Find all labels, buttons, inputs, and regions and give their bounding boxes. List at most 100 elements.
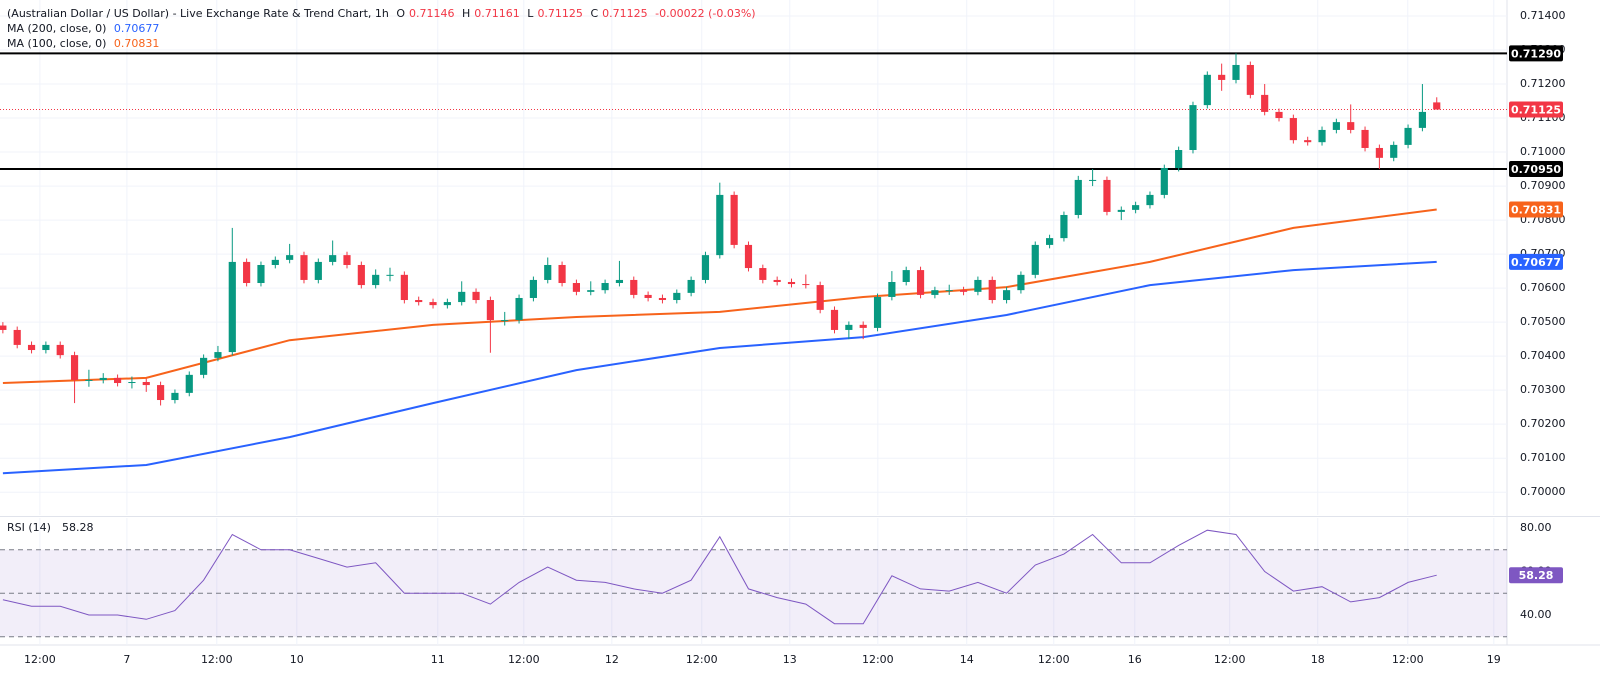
ohlc-prefix: L xyxy=(527,7,534,20)
candle-body xyxy=(687,279,695,293)
candle-body xyxy=(329,255,337,262)
y-tick-label: 0.70400 xyxy=(1520,349,1566,362)
change: -0.00022 (-0.03%) xyxy=(655,7,756,20)
candle-body xyxy=(916,270,925,295)
rsi-name: RSI (14) xyxy=(7,521,51,534)
candle-body xyxy=(13,329,21,345)
candle-body xyxy=(286,255,294,260)
y-tick-label: 0.70500 xyxy=(1520,315,1566,328)
candle-body xyxy=(415,300,423,303)
candle-body xyxy=(988,279,996,301)
candle-body xyxy=(142,381,150,386)
price-box xyxy=(1509,201,1563,218)
candle-body xyxy=(1261,94,1269,112)
candle-body xyxy=(1103,179,1111,212)
candle-body xyxy=(716,194,724,256)
candle-body xyxy=(902,270,910,282)
ma-line xyxy=(2,260,1437,475)
candle-body xyxy=(85,379,93,381)
candle-body xyxy=(1390,144,1398,158)
candle-body xyxy=(257,264,265,284)
candle-body xyxy=(1074,179,1082,215)
candle-body xyxy=(99,377,107,380)
x-tick-label: 12:00 xyxy=(24,653,56,666)
candle-body xyxy=(515,297,523,321)
y-tick-label: 0.71400 xyxy=(1520,9,1566,22)
y-tick-label: 0.70300 xyxy=(1520,383,1566,396)
price-box-label: 0.70950 xyxy=(1511,163,1561,176)
candle-body xyxy=(171,392,179,401)
y-tick-label: 80.00 xyxy=(1520,521,1552,534)
price-box xyxy=(1509,101,1563,118)
price-box-label: 58.28 xyxy=(1519,569,1554,582)
price-box-label: 0.71125 xyxy=(1511,104,1561,117)
x-tick-label: 16 xyxy=(1128,653,1142,666)
candle-body xyxy=(113,377,122,384)
candle-body xyxy=(744,244,753,269)
candle-body xyxy=(558,264,566,284)
candle-body xyxy=(615,279,624,284)
candle-body xyxy=(1031,244,1039,275)
candle-body xyxy=(802,284,810,286)
candle-body xyxy=(486,300,494,321)
candle-body xyxy=(974,279,982,292)
rsi-line xyxy=(2,529,1437,625)
candle-body xyxy=(1002,290,1011,301)
candle-body xyxy=(701,255,710,280)
candle-body xyxy=(1046,238,1054,245)
candle-body xyxy=(357,264,365,286)
candle-body xyxy=(673,292,681,301)
y-tick-label: 0.71000 xyxy=(1520,145,1566,158)
candle-body xyxy=(314,261,322,280)
legend-name: MA (200, close, 0) xyxy=(7,22,107,35)
price-box xyxy=(1509,161,1563,178)
candle-body xyxy=(157,385,165,401)
candle-body xyxy=(343,255,351,265)
candle-body xyxy=(1318,129,1326,143)
price-box xyxy=(1509,45,1563,62)
candle-body xyxy=(1017,274,1025,291)
ohlc-value: 0.71125 xyxy=(602,7,648,20)
y-tick-label: 40.00 xyxy=(1520,608,1552,621)
x-tick-label: 12:00 xyxy=(686,653,718,666)
ma-line xyxy=(2,208,1437,384)
price-box-label: 0.71290 xyxy=(1511,47,1561,60)
candle-body xyxy=(529,279,537,298)
candle-body xyxy=(959,290,968,292)
candle-body xyxy=(658,297,667,301)
ohlc-prefix: C xyxy=(590,7,599,20)
x-tick-label: 19 xyxy=(1487,653,1501,666)
candle-body xyxy=(271,259,279,265)
candle-body xyxy=(873,296,882,328)
candle-body xyxy=(243,261,251,284)
x-tick-label: 13 xyxy=(783,653,797,666)
x-tick-label: 12:00 xyxy=(862,653,894,666)
candle-body xyxy=(1347,122,1355,130)
candle-body xyxy=(1060,214,1068,239)
y-tick-label: 0.70000 xyxy=(1520,485,1566,498)
candle-body xyxy=(458,291,466,303)
candle-body xyxy=(1203,74,1211,106)
candle-body xyxy=(845,324,853,330)
x-tick-label: 18 xyxy=(1311,653,1325,666)
candle-body xyxy=(1246,64,1254,95)
x-tick-label: 14 xyxy=(960,653,974,666)
legend-value: 0.70831 xyxy=(113,37,160,50)
candle-body xyxy=(400,274,408,301)
candle-body xyxy=(1146,194,1154,206)
legend-row: MA (100, close, 0) 0.70831 xyxy=(7,36,760,51)
x-tick-label: 12 xyxy=(605,653,619,666)
chart-title: (Australian Dollar / US Dollar) - Live E… xyxy=(7,7,389,20)
candle-body xyxy=(816,285,824,310)
candle-body xyxy=(214,352,222,358)
price-box-label: 0.70677 xyxy=(1511,256,1561,269)
x-tick-label: 7 xyxy=(123,653,130,666)
y-tick-label: 0.70200 xyxy=(1520,417,1566,430)
ohlc-value: 0.71146 xyxy=(409,7,455,20)
y-tick-label: 0.70100 xyxy=(1520,451,1566,464)
candle-body xyxy=(0,325,7,330)
candle-body xyxy=(429,302,437,306)
candle-body xyxy=(572,283,581,292)
candle-body xyxy=(128,381,136,384)
